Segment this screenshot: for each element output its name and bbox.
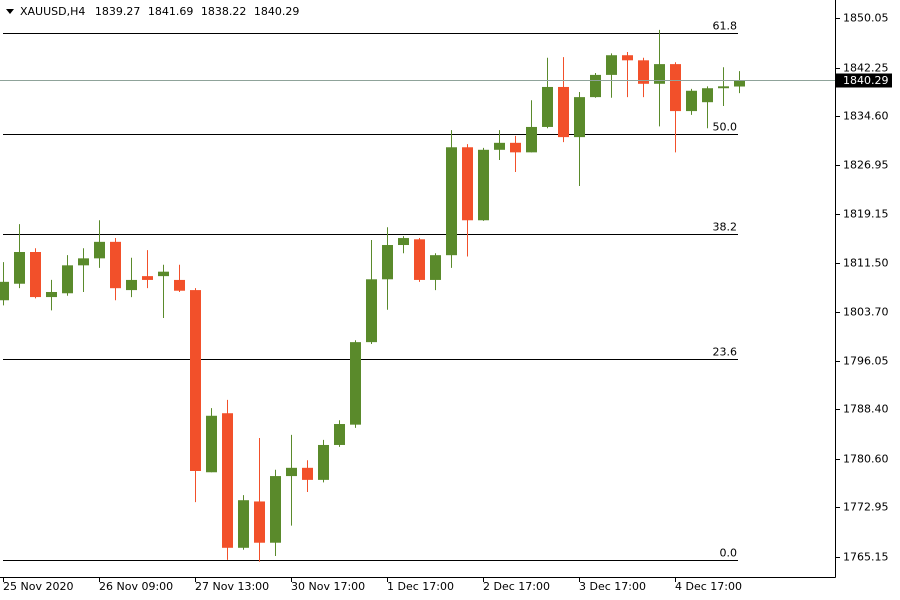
candle-body — [0, 281, 9, 301]
candle-body — [398, 238, 409, 246]
x-tick-label: 25 Nov 2020 — [3, 580, 73, 593]
candle-body — [174, 279, 185, 291]
candle-body — [14, 252, 25, 284]
candle-body — [526, 126, 537, 153]
y-tick-label: 1826.95 — [843, 159, 889, 172]
candle-body — [478, 149, 489, 221]
candle-body — [126, 279, 137, 291]
candle-body — [142, 276, 153, 280]
fib-label: 0.0 — [720, 547, 738, 560]
x-tick-label: 1 Dec 17:00 — [387, 580, 454, 593]
y-tick-label: 1842.25 — [843, 62, 889, 75]
header-open: 1839.27 — [95, 5, 141, 18]
candle-body — [270, 476, 281, 543]
candle-body — [430, 255, 441, 280]
fib-label: 61.8 — [713, 20, 738, 33]
y-tick-label: 1819.15 — [843, 208, 889, 221]
y-tick-label: 1780.60 — [843, 453, 889, 466]
candle-body — [558, 86, 569, 138]
candle-body — [622, 55, 633, 61]
candle-body — [78, 258, 89, 266]
candle-body — [718, 86, 729, 89]
candle-body — [238, 500, 249, 548]
y-tick-label: 1834.60 — [843, 110, 889, 123]
candle-body — [494, 142, 505, 150]
candle-body — [190, 290, 201, 471]
candle-body — [590, 74, 601, 98]
candle-body — [654, 64, 665, 84]
candle-body — [286, 467, 297, 477]
symbol: XAUUSD,H4 — [20, 5, 85, 18]
x-tick-label: 27 Nov 13:00 — [195, 580, 269, 593]
candle-body — [350, 342, 361, 425]
candle-body — [638, 60, 649, 84]
candle-body — [510, 142, 521, 153]
fib-label: 50.0 — [713, 121, 738, 134]
candle-body — [606, 55, 617, 75]
candle-body — [318, 444, 329, 480]
y-tick-label: 1850.05 — [843, 12, 889, 25]
candle-body — [30, 252, 41, 298]
fib-label: 38.2 — [713, 221, 738, 234]
candle-body — [254, 501, 265, 543]
plot-area: 61.8 50.0 38.2 23.6 0.0 — [0, 20, 745, 562]
y-tick-label: 1765.15 — [843, 551, 889, 564]
fib-label: 23.6 — [713, 346, 738, 359]
candle-body — [574, 97, 585, 138]
candle-body — [222, 413, 233, 548]
y-tick-label: 1788.40 — [843, 403, 889, 416]
x-tick-label: 30 Nov 17:00 — [291, 580, 365, 593]
candle-body — [46, 291, 57, 298]
candle-body — [110, 241, 121, 289]
x-tick-label: 3 Dec 17:00 — [579, 580, 646, 593]
candle-body — [462, 147, 473, 221]
candle-body — [446, 147, 457, 256]
candle-body — [414, 239, 425, 280]
candle-body — [158, 271, 169, 277]
candle-body — [334, 424, 345, 445]
candle-body — [542, 86, 553, 127]
candle-body — [366, 279, 377, 343]
menu-arrow[interactable] — [6, 9, 14, 14]
candle-body — [670, 64, 681, 112]
price-label-box — [836, 73, 892, 88]
header-close: 1840.29 — [254, 5, 300, 18]
candle-body — [702, 88, 713, 103]
price-label: 1840.29 — [843, 74, 889, 87]
y-tick-label: 1772.95 — [843, 501, 889, 514]
candle-body — [94, 241, 105, 259]
candle-body — [302, 467, 313, 480]
x-tick-label: 4 Dec 17:00 — [675, 580, 742, 593]
y-tick-label: 1796.05 — [843, 355, 889, 368]
x-tick-label: 2 Dec 17:00 — [483, 580, 550, 593]
chart-header: XAUUSD,H4 1839.27 1841.69 1838.22 1840.2… — [20, 5, 299, 18]
x-tick-label: 26 Nov 09:00 — [99, 580, 173, 593]
header-low: 1838.22 — [201, 5, 247, 18]
candle-body — [62, 265, 73, 294]
header-high: 1841.69 — [148, 5, 194, 18]
candle-body — [206, 415, 217, 473]
candle-body — [382, 245, 393, 280]
y-tick-label: 1811.50 — [843, 257, 889, 270]
candle-body — [734, 80, 745, 87]
y-tick-label: 1803.70 — [843, 306, 889, 319]
candle-body — [686, 90, 697, 112]
